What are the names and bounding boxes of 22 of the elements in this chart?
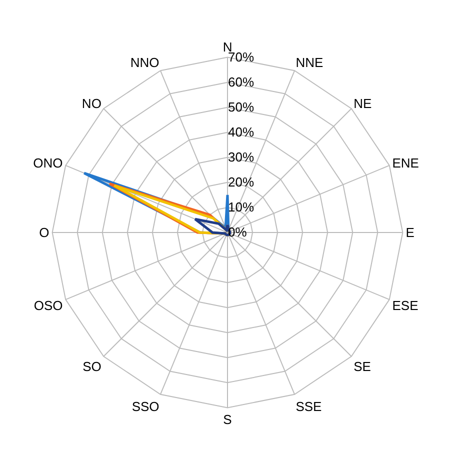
- spoke-label: SE: [354, 358, 372, 374]
- y-tick-label: 40%: [228, 124, 254, 140]
- spoke-label: ONO: [33, 155, 63, 170]
- y-tick-label: 10%: [228, 200, 254, 215]
- spoke-label: E: [406, 225, 415, 240]
- spoke-label: NO: [82, 96, 102, 111]
- spoke-label: NNO: [130, 55, 160, 70]
- y-tick-label: 30%: [228, 150, 254, 165]
- spoke-label: OSO: [34, 298, 63, 313]
- spoke-label: N: [222, 40, 232, 55]
- spoke-label: SSE: [296, 398, 322, 414]
- spoke-label: SO: [82, 358, 102, 374]
- y-tick-label: 50%: [228, 100, 254, 115]
- y-tick-label: 60%: [228, 74, 254, 90]
- spoke-label: SSO: [132, 398, 160, 414]
- spoke-label: NE: [354, 96, 372, 111]
- spoke-label: ESE: [392, 298, 419, 313]
- y-tick-label: 20%: [228, 174, 254, 190]
- spoke-label: O: [39, 225, 50, 240]
- spoke-label: ENE: [392, 155, 420, 170]
- spoke-label: NNE: [296, 55, 324, 70]
- spoke-label: S: [223, 412, 232, 427]
